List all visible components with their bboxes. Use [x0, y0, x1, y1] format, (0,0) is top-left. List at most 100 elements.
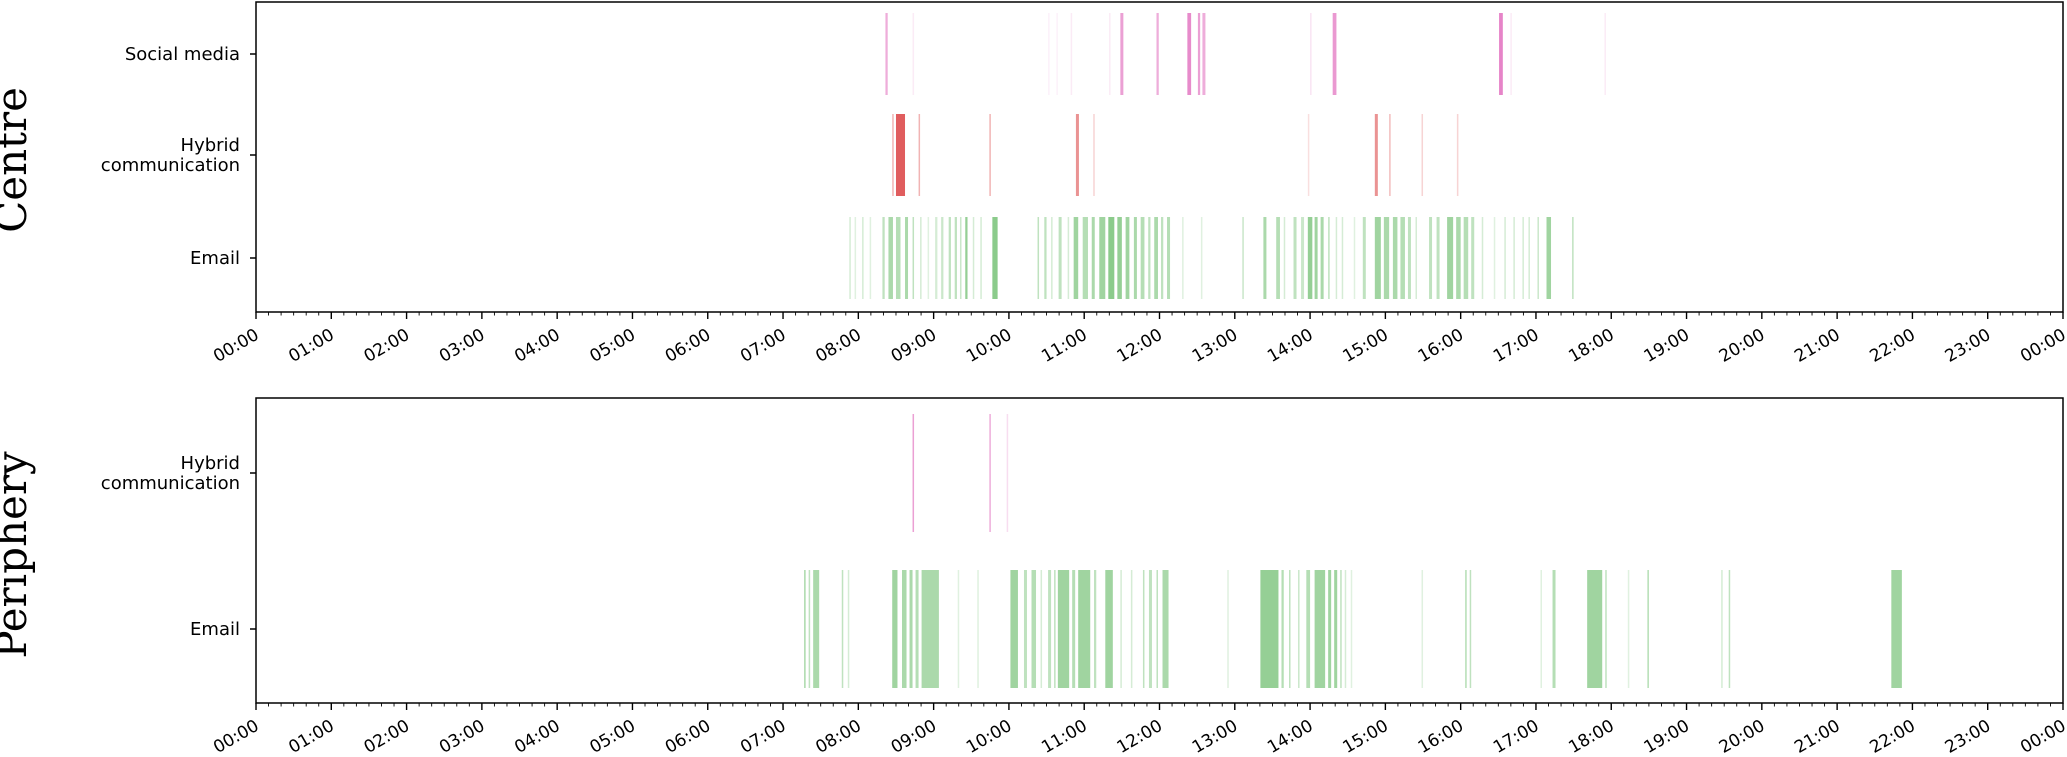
periphery-email-event — [915, 570, 919, 688]
periphery-x-tick-label: 06:00 — [662, 716, 714, 757]
centre-event-marks — [849, 13, 1606, 299]
centre-email-event — [1125, 217, 1130, 299]
periphery-x-tick-label: 08:00 — [812, 716, 864, 757]
periphery-email-event — [1350, 570, 1353, 688]
centre-x-tick-label: 18:00 — [1565, 325, 1617, 367]
centre-x-tick-label: 09:00 — [888, 325, 940, 367]
periphery-x-tick-label: 16:00 — [1415, 716, 1467, 757]
periphery-email-event — [841, 570, 844, 688]
centre-x-tick-label: 14:00 — [1264, 325, 1316, 367]
centre-email-event — [869, 217, 872, 299]
periphery-x-tick-label: 18:00 — [1565, 716, 1617, 757]
centre-panel: Centre Social media Hybrid communication Em… — [0, 1, 2067, 367]
periphery-x-tick-label: 07:00 — [737, 716, 789, 757]
centre-x-tick-label: 15:00 — [1339, 325, 1391, 367]
periphery-email-event — [1306, 570, 1311, 688]
centre-email-event — [854, 217, 857, 299]
periphery-x-tick-label: 12:00 — [1114, 716, 1166, 757]
periphery-email-event — [892, 570, 898, 688]
periphery-email-event — [1328, 570, 1332, 688]
centre-email-event — [1528, 217, 1530, 299]
periphery-x-tick-label: 21:00 — [1791, 716, 1843, 757]
centre-hybrid-communication-event — [1389, 114, 1391, 196]
centre-x-tick-label: 01:00 — [285, 325, 337, 367]
centre-email-event — [1456, 217, 1461, 299]
centre-group-label: Centre — [0, 87, 36, 233]
centre-x-tick-label: 04:00 — [511, 325, 563, 367]
centre-x-tick-label: 08:00 — [812, 325, 864, 367]
periphery-x-tick-label: 13:00 — [1189, 716, 1241, 757]
centre-email-event — [1283, 217, 1286, 299]
centre-x-tick-label: 06:00 — [662, 325, 714, 367]
centre-email-event — [1504, 217, 1506, 299]
centre-email-event — [895, 217, 901, 299]
centre-email-event — [1200, 217, 1203, 299]
centre-x-axis: 00:00 01:00 02:00 03:00 04:00 05:00 06:00 07:00… — [210, 312, 2067, 367]
periphery-email-event — [1647, 570, 1649, 688]
periphery-event-marks — [804, 414, 1902, 688]
periphery-email-event — [1010, 570, 1018, 688]
centre-email-event — [1314, 217, 1318, 299]
centre-email-event — [1140, 217, 1145, 299]
periphery-email-event — [1031, 570, 1037, 688]
centre-social-media-event — [912, 13, 915, 95]
centre-email-event — [1374, 217, 1381, 299]
centre-social-media-event — [1197, 13, 1201, 95]
centre-email-event — [905, 217, 909, 299]
periphery-email-event — [1728, 570, 1731, 688]
periphery-email-event — [1605, 570, 1607, 688]
centre-email-event — [1148, 217, 1151, 299]
periphery-email-event — [921, 570, 939, 688]
centre-email-event — [1108, 217, 1115, 299]
periphery-email-event — [909, 570, 913, 688]
centre-email-event — [948, 217, 951, 299]
periphery-hybrid-communication-event — [912, 414, 915, 532]
centre-email-event — [1058, 217, 1062, 299]
centre-email-event — [1091, 217, 1095, 299]
centre-email-event — [980, 217, 982, 299]
centre-social-media-event — [1510, 13, 1512, 95]
centre-email-event — [1117, 217, 1122, 299]
periphery-hybrid-communication-event — [989, 414, 991, 532]
periphery-email-event — [1227, 570, 1229, 688]
periphery-hybrid-communication-label-line: communication — [101, 473, 240, 494]
periphery-email-event — [1105, 570, 1113, 688]
centre-x-tick-label: 03:00 — [436, 325, 488, 367]
centre-x-tick-label: 13:00 — [1189, 325, 1241, 367]
centre-email-event — [1383, 217, 1390, 299]
periphery-email-event — [1054, 570, 1056, 688]
periphery-email-event — [1148, 570, 1152, 688]
periphery-hybrid-communication-label-line: Hybrid — [181, 453, 240, 474]
centre-x-tick-label: 20:00 — [1716, 325, 1768, 367]
centre-email-event — [1537, 217, 1539, 299]
centre-email-event — [1522, 217, 1524, 299]
periphery-x-tick-label: 01:00 — [285, 716, 337, 757]
periphery-email-event — [1162, 570, 1169, 688]
periphery-x-tick-label: 09:00 — [888, 716, 940, 757]
centre-social-media-event — [1056, 13, 1058, 95]
centre-x-tick-label: 17:00 — [1490, 325, 1542, 367]
centre-social-media-event — [1310, 13, 1312, 95]
centre-email-event — [1400, 217, 1405, 299]
periphery-email-event — [1281, 570, 1284, 688]
centre-email-event — [1493, 217, 1496, 299]
centre-email-event — [972, 217, 975, 299]
periphery-email-event — [1048, 570, 1052, 688]
centre-email-event — [920, 217, 922, 299]
periphery-email-event — [1891, 570, 1902, 688]
centre-social-media-event — [1332, 13, 1337, 95]
periphery-hybrid-communication-event — [1006, 414, 1009, 532]
centre-email-event — [965, 217, 968, 299]
centre-social-media-label: Social media — [125, 44, 240, 65]
centre-x-tick-label: 00:00 — [2017, 325, 2067, 367]
centre-email-event — [1392, 217, 1398, 299]
centre-social-media-event — [1156, 13, 1159, 95]
periphery-email-event — [1334, 570, 1338, 688]
periphery-x-tick-label: 00:00 — [210, 716, 262, 757]
periphery-email-event — [1130, 570, 1133, 688]
centre-email-event — [1073, 217, 1079, 299]
periphery-email-label-line: Email — [190, 619, 240, 640]
periphery-x-tick-label: 11:00 — [1038, 716, 1090, 757]
periphery-x-tick-label: 10:00 — [963, 716, 1015, 757]
